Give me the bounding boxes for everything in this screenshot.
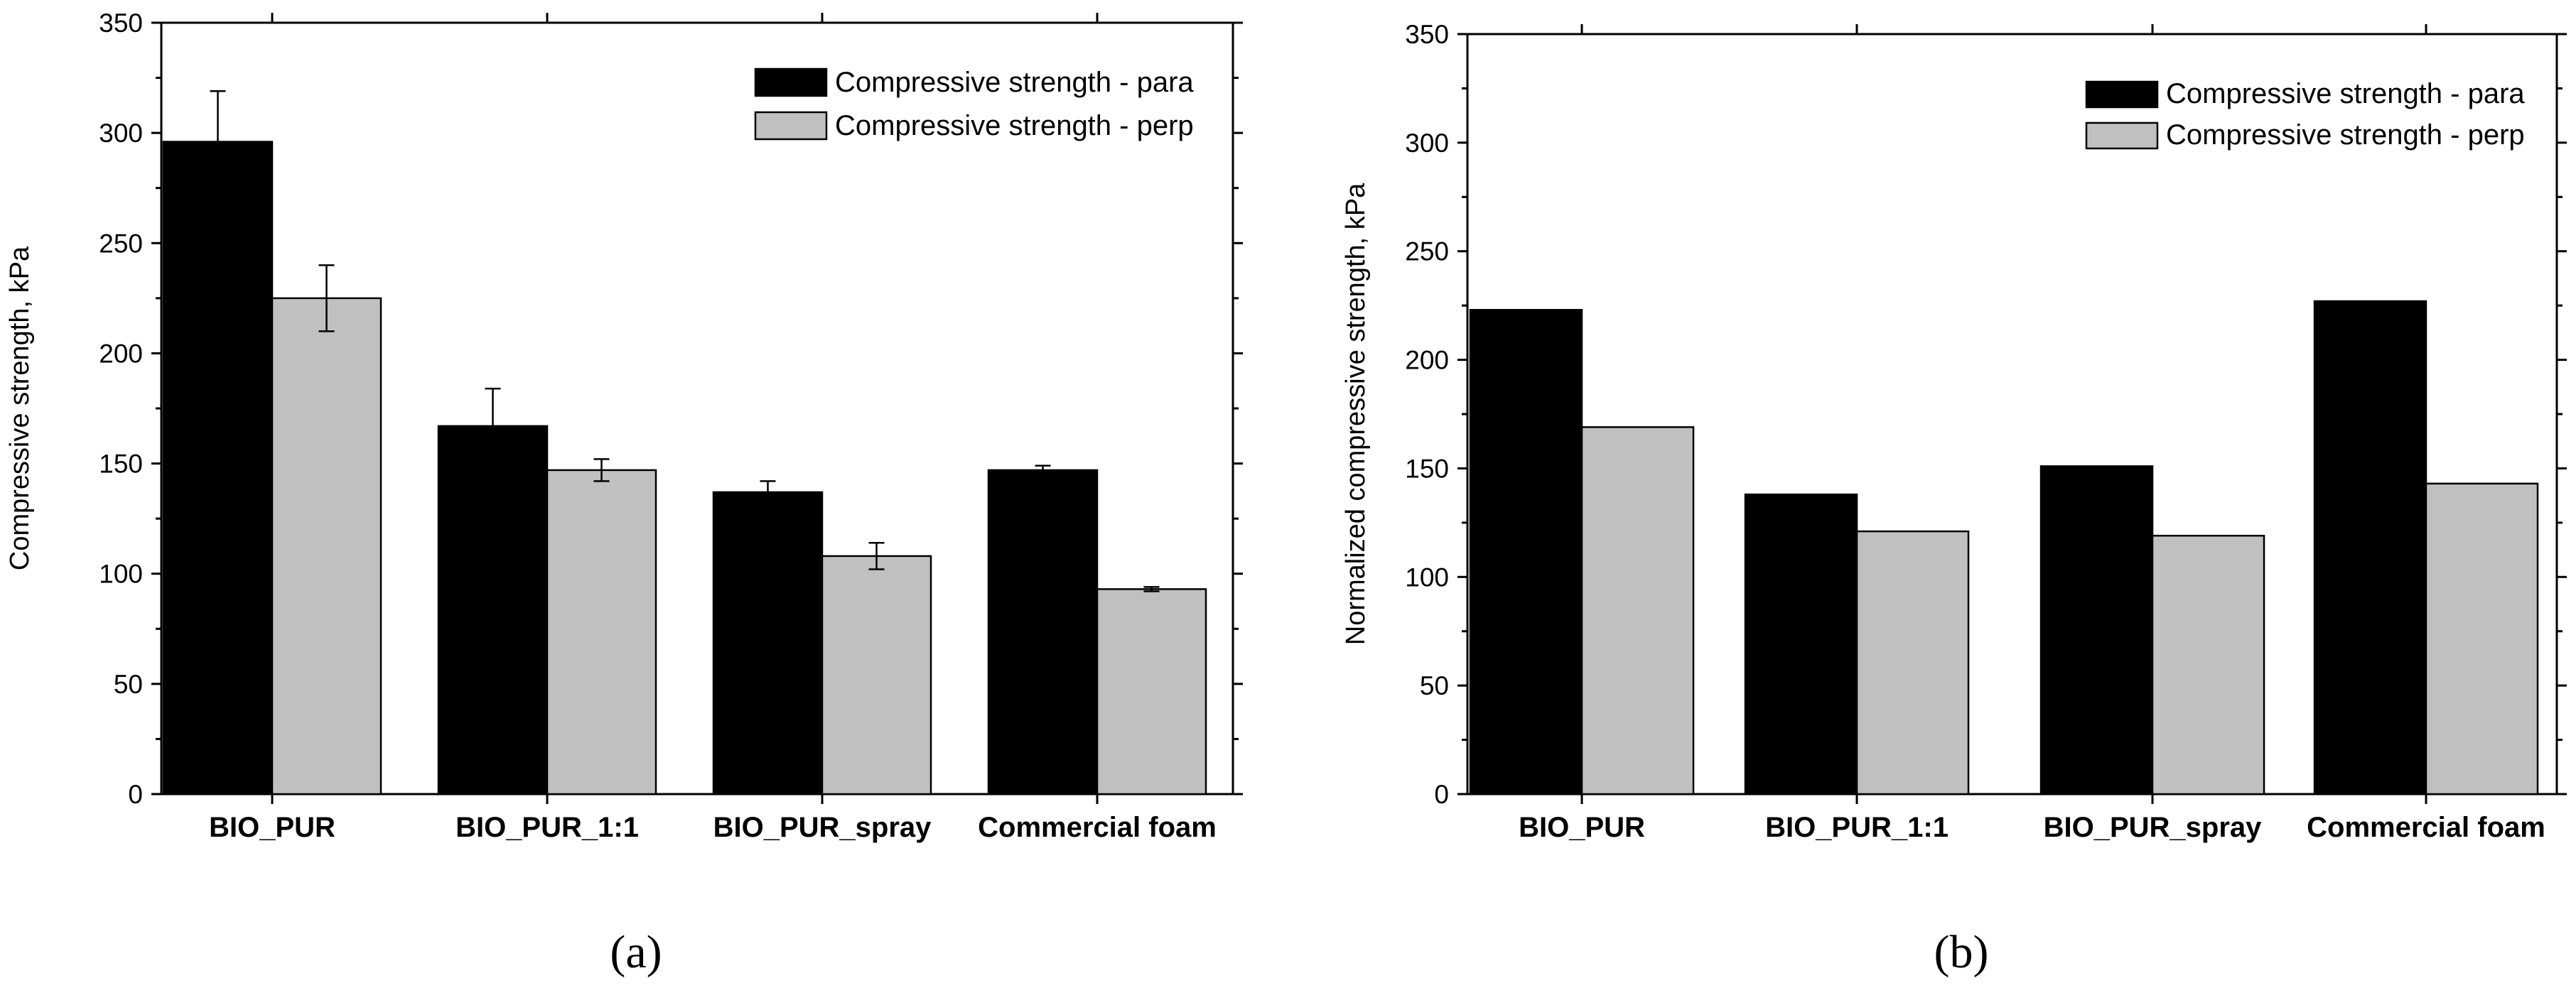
legend-swatch (754, 111, 828, 141)
legend-swatch (2085, 80, 2159, 109)
y-tick-label: 100 (99, 560, 143, 589)
y-tick-label: 150 (1405, 454, 1449, 483)
category-label: BIO_PUR_spray (2044, 812, 2263, 843)
panel-label: (b) (1934, 926, 1989, 978)
bar-perp (271, 297, 382, 796)
y-tick-label: 300 (1405, 129, 1449, 158)
y-axis-title: Compressive strength, kPa (5, 246, 35, 570)
bar-perp (2151, 534, 2265, 796)
legend-swatch (754, 67, 828, 97)
legend-label: Compressive strength - perp (835, 110, 1194, 141)
y-tick-label: 200 (1405, 346, 1449, 375)
bar-para (1469, 309, 1583, 796)
bar-perp (2425, 482, 2539, 796)
bar-para (162, 141, 274, 796)
legend-swatch (2085, 121, 2159, 150)
legend-label: Compressive strength - para (2166, 78, 2525, 109)
bar-para (1744, 493, 1858, 796)
category-label: BIO_PUR_1:1 (1765, 812, 1949, 843)
chart-panel-a: 0 50 100 150 200 250 300 350 Compressive strengt… (5, 9, 1243, 978)
legend-label: Compressive strength - para (835, 67, 1194, 98)
category-label: Commercial foam (978, 812, 1217, 843)
chart-panel-b: 0 50 100 150 200 250 300 350 Normalized compress… (1341, 20, 2567, 978)
y-tick-label: 0 (128, 780, 143, 809)
category-label: Commercial foam (2307, 812, 2545, 843)
bar-perp (546, 469, 657, 796)
category-label: BIO_PUR_spray (713, 812, 932, 843)
y-tick-label: 50 (1420, 671, 1449, 700)
bar-para (987, 469, 1099, 796)
legend-label: Compressive strength - perp (2166, 119, 2525, 151)
y-tick-label: 100 (1405, 563, 1449, 592)
bar-perp (821, 555, 932, 796)
y-tick-label: 350 (1405, 20, 1449, 49)
y-tick-label: 250 (99, 229, 143, 258)
y-tick-label: 350 (99, 9, 143, 38)
y-tick-label: 50 (114, 670, 143, 699)
y-tick-label: 250 (1405, 237, 1449, 266)
category-label: BIO_PUR_1:1 (456, 812, 639, 843)
bar-para (712, 491, 824, 796)
category-label: BIO_PUR (209, 812, 335, 843)
bar-perp (1580, 426, 1695, 796)
y-tick-label: 300 (99, 119, 143, 148)
bar-para (2039, 465, 2154, 796)
y-tick-label: 150 (99, 450, 143, 479)
bar-para (437, 425, 549, 796)
y-axis-title: Normalized compressive strength, kPa (1341, 183, 1371, 645)
panel-label: (a) (610, 926, 662, 978)
bar-perp (1096, 588, 1207, 796)
bar-para (2313, 300, 2427, 796)
category-label: BIO_PUR (1519, 812, 1645, 843)
y-tick-label: 200 (99, 339, 143, 368)
bar-perp (1855, 530, 1970, 796)
y-tick-label: 0 (1434, 780, 1449, 809)
